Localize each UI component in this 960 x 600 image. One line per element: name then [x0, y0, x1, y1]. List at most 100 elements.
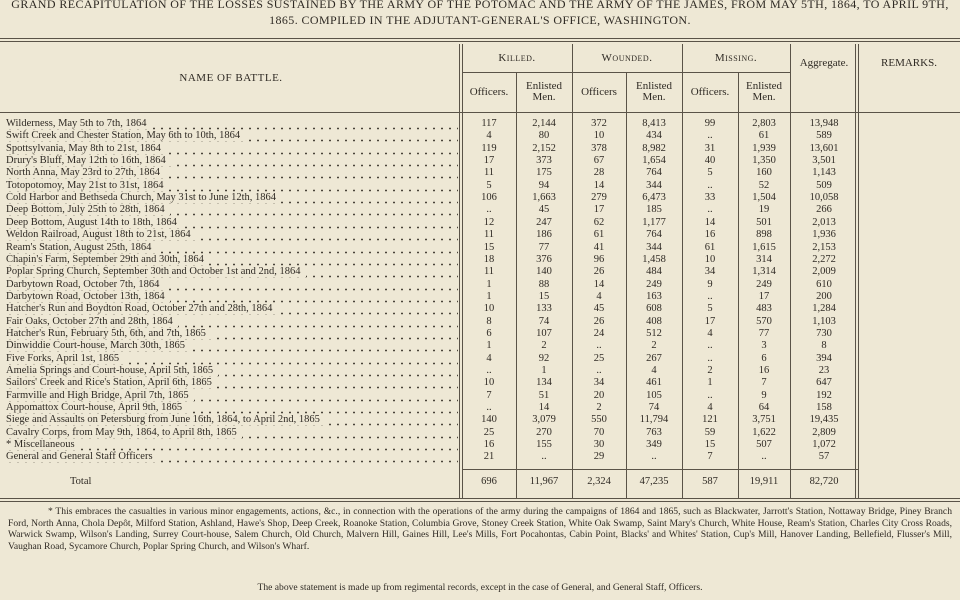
- battle-name: Siege and Assaults on Petersburg from Ju…: [6, 414, 458, 427]
- cell-value: ..: [707, 340, 713, 352]
- cell-value: 3,079: [532, 414, 556, 426]
- total-value: 82,720: [809, 476, 839, 487]
- cell-value: 70: [593, 426, 605, 438]
- cell-value: 15: [704, 439, 716, 451]
- cell-value: 17: [704, 315, 716, 327]
- cell-value: ..: [596, 340, 602, 352]
- cell-value: 1,072: [812, 439, 836, 451]
- cell-value: 376: [536, 253, 552, 265]
- battle-name-text: Farmville and High Bridge, April 7th, 18…: [6, 389, 194, 401]
- cell-value: 2,153: [812, 241, 836, 253]
- battle-name-text: * Miscellaneous: [6, 439, 80, 451]
- header-sub: Officers: [581, 85, 617, 98]
- battle-name: Weldon Railroad, August 18th to 21st, 18…: [6, 229, 458, 242]
- battle-name: Darbytown Road, October 7th, 1864: [6, 278, 458, 291]
- cell-value: 17: [593, 204, 605, 216]
- cell-value: 121: [702, 414, 718, 426]
- cell-value: 1,177: [642, 216, 666, 228]
- cell-value: ..: [707, 352, 713, 364]
- cell-value: 589: [816, 130, 832, 142]
- cell-value: ..: [486, 204, 492, 216]
- cell-value: 7: [761, 377, 767, 389]
- battle-name-text: Swift Creek and Chester Station, May 6th…: [6, 130, 246, 142]
- cell-value: 192: [816, 389, 832, 401]
- cell-value: 2,272: [812, 253, 836, 265]
- rule: [682, 44, 683, 498]
- cell-value: 26: [593, 315, 605, 327]
- cell-value: 550: [591, 414, 607, 426]
- cell-value: 1,103: [812, 315, 836, 327]
- title: GRAND RECAPITULATION OF THE LOSSES SUSTA…: [11, 0, 949, 27]
- cell-value: 61: [758, 130, 770, 142]
- cell-value: 20: [593, 389, 605, 401]
- cell-value: 19: [758, 204, 770, 216]
- cell-value: 14: [593, 179, 605, 191]
- battle-name-text: Appomattox Court-house, April 9th, 1865: [6, 402, 188, 414]
- cell-value: 344: [646, 241, 662, 253]
- cell-value: 461: [646, 377, 662, 389]
- cell-value: ..: [707, 389, 713, 401]
- cell-value: 15: [483, 241, 495, 253]
- cell-value: 105: [646, 389, 662, 401]
- battle-name-text: Chapin's Farm, September 29th and 30th, …: [6, 253, 209, 265]
- battle-name: General and General Staff Officers: [6, 451, 458, 464]
- cell-value: 1,615: [752, 241, 776, 253]
- cell-value: ..: [707, 290, 713, 302]
- battle-name-text: Darbytown Road, October 7th, 1864: [6, 278, 165, 290]
- cell-value: 29: [593, 451, 605, 463]
- header-group: Wounded.: [601, 51, 653, 64]
- cell-value: 2,803: [752, 118, 776, 129]
- cell-value: 4: [707, 402, 713, 414]
- cell-value: 13,601: [809, 142, 839, 154]
- cell-value: 9: [761, 389, 767, 401]
- cell-value: 408: [646, 315, 662, 327]
- battle-name-text: Siege and Assaults on Petersburg from Ju…: [6, 414, 325, 426]
- cell-value: ..: [541, 451, 547, 463]
- cell-value: 106: [481, 192, 497, 204]
- cell-value: 14: [704, 216, 716, 228]
- battle-name: Cavalry Corps, from May 9th, 1864, to Ap…: [6, 426, 458, 439]
- rule: [0, 38, 960, 39]
- cell-value: 23: [818, 365, 830, 376]
- cell-value: 16: [758, 365, 770, 376]
- cell-value: 507: [756, 439, 772, 451]
- header-name: NAME OF BATTLE.: [179, 71, 283, 84]
- header-aggregate: Aggregate.: [799, 56, 849, 69]
- cell-value: 1,284: [812, 303, 836, 315]
- total-value: 19,911: [749, 476, 779, 487]
- total-value: 2,324: [587, 476, 611, 487]
- cell-value: 1,939: [752, 142, 776, 154]
- cell-value: 26: [593, 266, 605, 278]
- battle-name-text: Cavalry Corps, from May 9th, 1864, to Ap…: [6, 426, 242, 438]
- battle-name-text: Poplar Spring Church, September 30th and…: [6, 266, 306, 278]
- battle-name: Chapin's Farm, September 29th and 30th, …: [6, 253, 458, 266]
- cell-value: 2,009: [812, 266, 836, 278]
- cell-value: 7: [707, 451, 713, 463]
- cell-value: 1,654: [642, 155, 666, 167]
- battle-name-text: Deep Bottom, August 14th to 18th, 1864: [6, 216, 182, 228]
- cell-value: 270: [536, 426, 552, 438]
- battle-name-text: Five Forks, April 1st, 1865: [6, 352, 125, 364]
- cell-value: 28: [593, 167, 605, 179]
- cell-value: 647: [816, 377, 832, 389]
- cell-value: 10: [483, 377, 495, 389]
- cell-value: 1,663: [532, 192, 556, 204]
- cell-value: 570: [756, 315, 772, 327]
- cell-value: 158: [816, 402, 832, 414]
- cell-value: 33: [704, 192, 716, 204]
- cell-value: 107: [536, 327, 552, 339]
- cell-value: 4: [486, 352, 492, 364]
- cell-value: 1: [541, 365, 547, 376]
- cell-value: 1: [486, 290, 492, 302]
- cell-value: 378: [591, 142, 607, 154]
- battle-name: Swift Creek and Chester Station, May 6th…: [6, 130, 458, 143]
- cell-value: 94: [538, 179, 550, 191]
- cell-value: 117: [481, 118, 497, 129]
- cell-value: 2: [651, 340, 657, 352]
- cell-value: 2: [541, 340, 547, 352]
- cell-value: 88: [538, 278, 550, 290]
- battle-name-text: Weldon Railroad, August 18th to 21st, 18…: [6, 229, 196, 241]
- cell-value: 19,435: [809, 414, 839, 426]
- cell-value: 34: [593, 377, 605, 389]
- cell-value: 3: [761, 340, 767, 352]
